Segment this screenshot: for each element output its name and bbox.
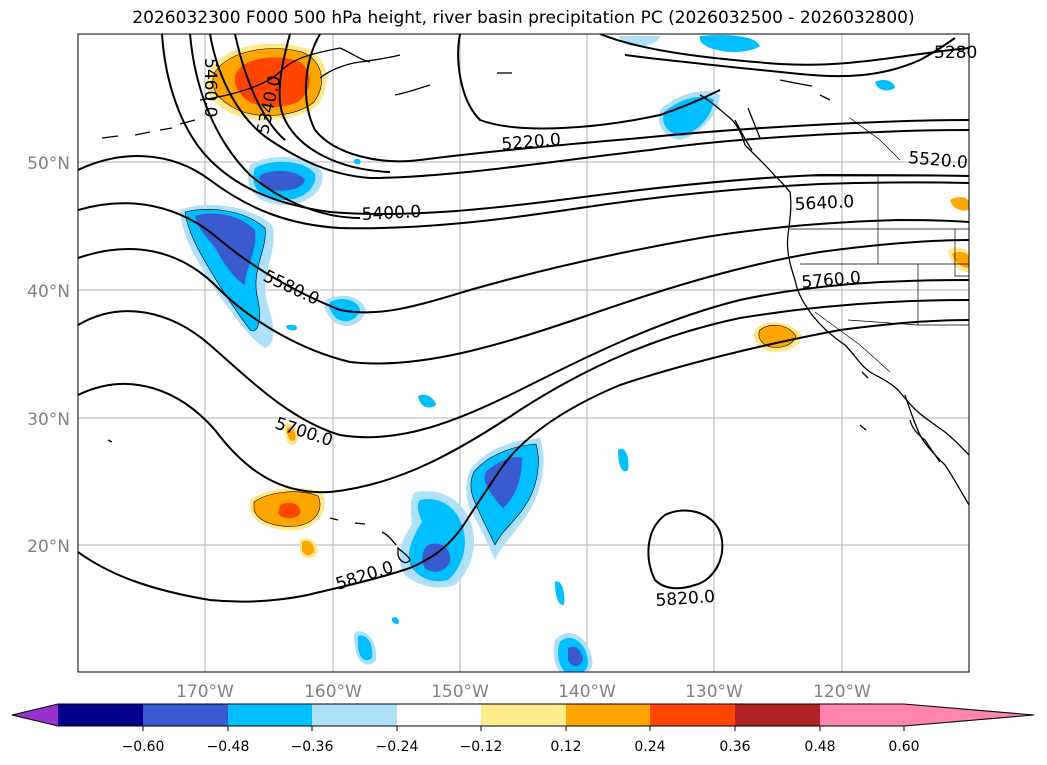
colorbar-tick-label: 0.36 xyxy=(719,739,750,755)
colorbar-tick-label: −0.24 xyxy=(376,739,419,755)
colorbar-segment xyxy=(820,704,905,726)
coastlines xyxy=(101,47,969,564)
map-frame xyxy=(77,33,970,673)
colorbar-extend-high xyxy=(904,704,1034,726)
lat-label: 40°N xyxy=(27,282,70,302)
longitude-labels: 170°W 160°W 150°W 140°W 130°W 120°W xyxy=(176,682,871,702)
contour-label: 5400.0 xyxy=(361,202,421,225)
negative-anomaly-shading xyxy=(180,35,895,672)
colorbar-tick-label: −0.48 xyxy=(207,739,250,755)
colorbar-segment xyxy=(481,704,566,726)
lon-label: 140°W xyxy=(558,682,616,702)
map-background xyxy=(78,34,969,672)
colorbar-segment xyxy=(312,704,397,726)
contour-label: 5820.0 xyxy=(655,587,716,611)
lat-label: 50°N xyxy=(27,154,70,174)
map-title: 2026032300 F000 500 hPa height, river ba… xyxy=(132,8,915,28)
colorbar-tick-label: −0.12 xyxy=(460,739,503,755)
lon-label: 150°W xyxy=(431,682,489,702)
lon-label: 130°W xyxy=(685,682,743,702)
colorbar-tick-label: −0.60 xyxy=(122,739,165,755)
colorbar-segment xyxy=(397,704,482,726)
colorbar-tick-label: 0.12 xyxy=(550,739,581,755)
contour-label: 5640.0 xyxy=(794,192,854,215)
colorbar-extend-low xyxy=(12,704,58,726)
colorbar-segment xyxy=(650,704,735,726)
colorbar-tick-label: 0.60 xyxy=(888,739,919,755)
colorbar-segment xyxy=(228,704,313,726)
colorbar-tick-label: 0.48 xyxy=(804,739,835,755)
lon-label: 170°W xyxy=(176,682,234,702)
lon-label: 120°W xyxy=(813,682,871,702)
lat-label: 20°N xyxy=(27,537,70,557)
colorbar-outline xyxy=(11,703,1035,727)
colorbar-tick-label: −0.36 xyxy=(291,739,334,755)
contour-label: 5280 xyxy=(934,43,977,63)
colorbar-segment xyxy=(735,704,820,726)
map-panel xyxy=(77,33,970,673)
colorbar-segment xyxy=(566,704,651,726)
colorbar-segment xyxy=(58,704,143,726)
colorbar: −0.60 −0.48 −0.36 −0.24 −0.12 0.12 0.24 … xyxy=(11,703,1035,755)
colorbar-segment xyxy=(143,704,228,726)
latitude-labels: 50°N 40°N 30°N 20°N xyxy=(27,154,70,557)
height-contours xyxy=(78,34,969,603)
colorbar-tick-label: 0.24 xyxy=(634,739,665,755)
lon-label: 160°W xyxy=(304,682,362,702)
contour-label: 5460.0 xyxy=(200,58,220,117)
lat-label: 30°N xyxy=(27,410,70,430)
